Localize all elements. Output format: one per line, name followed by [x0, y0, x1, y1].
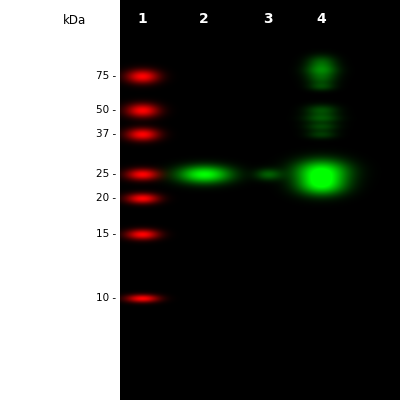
Text: kDa: kDa [63, 14, 86, 27]
Text: 2: 2 [199, 12, 209, 26]
Text: 37 -: 37 - [96, 129, 116, 139]
Text: 1: 1 [138, 12, 147, 26]
Text: 75 -: 75 - [96, 71, 116, 81]
Text: 20 -: 20 - [96, 193, 116, 203]
Text: 3: 3 [264, 12, 273, 26]
Text: 10 -: 10 - [96, 293, 116, 303]
Text: 50 -: 50 - [96, 105, 116, 115]
Text: 25 -: 25 - [96, 169, 116, 179]
Text: 15 -: 15 - [96, 229, 116, 239]
Text: 4: 4 [317, 12, 326, 26]
